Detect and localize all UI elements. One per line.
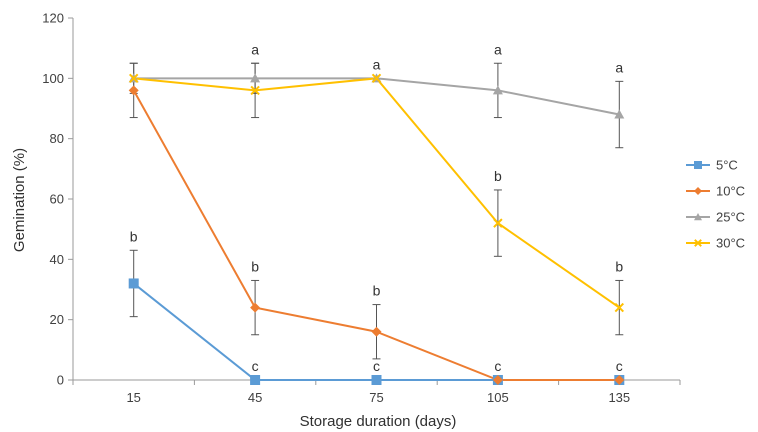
significance-letter: c [494, 358, 501, 374]
series-line [133, 77, 620, 116]
significance-letter: c [252, 358, 259, 374]
data-point-square [250, 375, 261, 385]
significance-letter: b [251, 258, 259, 274]
data-point-diamond [250, 302, 261, 313]
legend-label: 30°C [716, 236, 745, 251]
data-point-triangle [492, 85, 503, 95]
y-axis-ticks: 0 20 40 60 80 100 120 [42, 11, 73, 388]
series-line [133, 77, 620, 309]
y-tick-label: 80 [50, 131, 64, 146]
x-tick-label: 15 [126, 390, 140, 405]
significance-letter: b [615, 258, 623, 274]
x-axis-title: Storage duration (days) [300, 413, 457, 430]
y-tick-label: 60 [50, 192, 64, 207]
significance-letter: c [616, 358, 623, 374]
y-tick-label: 120 [42, 11, 64, 26]
legend-label: 5°C [716, 158, 738, 173]
data-point-x [694, 239, 702, 247]
significance-letter: a [494, 41, 502, 57]
data-point-triangle [614, 109, 625, 119]
significance-letter: b [130, 228, 138, 244]
y-tick-label: 40 [50, 252, 64, 267]
x-axis-ticks: 15 45 75 105 135 [72, 380, 681, 405]
data-point-diamond [614, 375, 625, 385]
significance-letter: a [615, 59, 623, 75]
data-point-diamond [492, 375, 503, 385]
data-point-diamond [694, 187, 702, 195]
data-point-x [128, 73, 139, 84]
significance-letter: a [251, 41, 259, 57]
significance-letter: b [373, 283, 381, 299]
data-point-square [371, 375, 382, 385]
data-point-x [493, 218, 503, 228]
y-tick-label: 100 [42, 71, 64, 86]
x-tick-label: 45 [248, 390, 262, 405]
x-tick-label: 105 [487, 390, 509, 405]
significance-letter: a [373, 56, 381, 72]
y-tick-label: 20 [50, 312, 64, 327]
data-point-diamond [128, 85, 139, 96]
y-tick-label: 0 [57, 373, 64, 388]
error-bars [129, 62, 624, 360]
legend-label: 10°C [716, 184, 745, 199]
data-point-x [614, 302, 625, 313]
data-point-x [250, 85, 260, 96]
y-axis-title: Gemination (%) [11, 148, 28, 252]
significance-letters: b c c c c b b a a a a b b [130, 41, 624, 374]
data-point-square [128, 278, 139, 289]
data-point-square [694, 161, 702, 169]
data-point-diamond [371, 326, 382, 337]
x-tick-label: 75 [369, 390, 383, 405]
significance-letter: b [494, 168, 502, 184]
significance-letter: c [373, 358, 380, 374]
data-point-triangle [250, 73, 261, 83]
legend: 5°C 10°C 25°C 30°C [686, 158, 745, 251]
data-point-triangle [694, 213, 702, 221]
data-point-x [371, 73, 382, 84]
series-markers [128, 73, 625, 385]
x-tick-label: 135 [608, 390, 630, 405]
legend-label: 25°C [716, 210, 745, 225]
